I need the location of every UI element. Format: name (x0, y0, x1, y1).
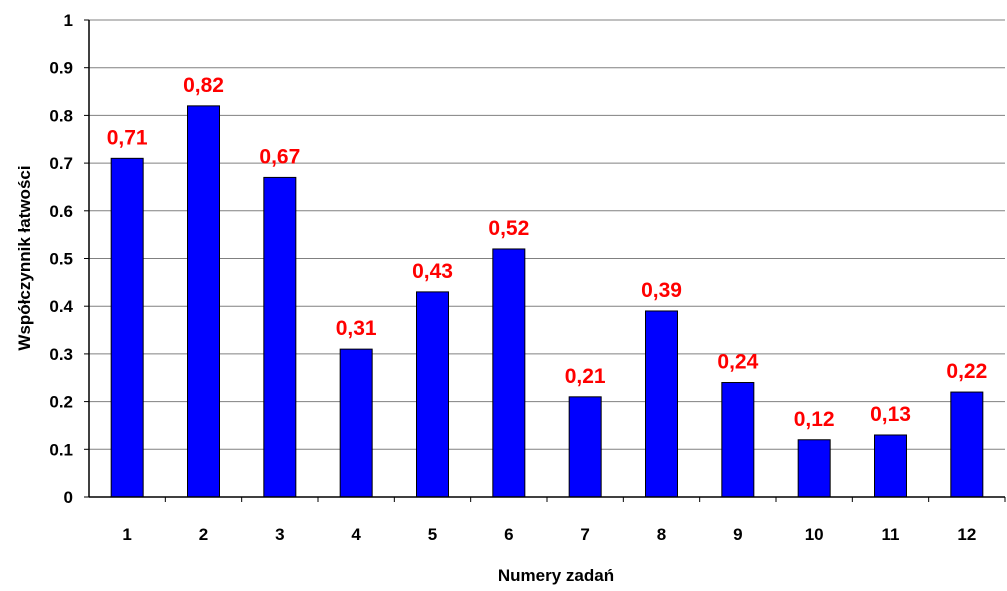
x-tick-label: 4 (351, 525, 361, 544)
x-tick-label: 11 (882, 525, 900, 544)
bar-7 (568, 396, 602, 498)
x-tick-label: 8 (657, 525, 666, 544)
x-axis-title: Numery zadań (498, 566, 614, 585)
data-label-2: 0,82 (183, 74, 224, 97)
x-tick-label: 9 (733, 525, 742, 544)
bars (110, 105, 984, 498)
data-labels: 0,71 0,82 0,67 0,31 0,43 0,52 0,21 0,39 0,24 0,12… (107, 74, 988, 431)
bar-8 (645, 310, 678, 498)
y-tick-label: 0.4 (49, 297, 73, 316)
bar-4 (339, 348, 373, 498)
x-tick-label: 10 (805, 525, 824, 544)
bar-9 (721, 382, 755, 498)
data-label-11: 0,13 (870, 403, 911, 426)
x-axis-ticks: 1 2 3 4 5 6 7 8 9 10 11 12 (122, 497, 1006, 544)
y-tick-label: 0.3 (49, 345, 73, 364)
data-label-1: 0,71 (107, 126, 148, 149)
x-tick-label: 6 (504, 525, 513, 544)
bar-5 (416, 291, 449, 498)
y-tick-label: 0.8 (49, 106, 73, 125)
data-label-8: 0,39 (641, 279, 682, 302)
y-tick-label: 0 (64, 488, 73, 507)
x-tick-label: 7 (580, 525, 589, 544)
bar-3 (263, 176, 297, 498)
y-axis-title: Współczynnik łatwości (15, 165, 34, 350)
data-label-6: 0,52 (488, 217, 529, 240)
data-label-3: 0,67 (259, 145, 300, 168)
y-tick-label: 0.1 (49, 440, 73, 459)
x-tick-label: 5 (428, 525, 437, 544)
data-label-4: 0,31 (336, 317, 377, 340)
x-tick-label: 12 (957, 525, 976, 544)
x-tick-label: 3 (275, 525, 284, 544)
bar-6 (492, 248, 526, 498)
data-label-5: 0,43 (412, 260, 453, 283)
data-label-10: 0,12 (794, 408, 835, 431)
bar-11 (874, 434, 907, 498)
x-tick-label: 1 (122, 525, 131, 544)
y-axis-ticks: 0 0.1 0.2 0.3 0.4 0.5 0.6 0.7 0.8 0.9 1 (49, 11, 89, 507)
y-tick-label: 0.2 (49, 393, 73, 412)
bar-2 (187, 105, 220, 498)
gridlines (89, 19, 1005, 450)
y-tick-label: 0.6 (49, 202, 73, 221)
data-label-9: 0,24 (717, 351, 758, 374)
y-tick-label: 0.5 (49, 250, 73, 269)
y-tick-label: 0.7 (49, 154, 73, 173)
y-tick-label: 0.9 (49, 59, 73, 78)
bar-10 (797, 439, 831, 498)
y-tick-label: 1 (64, 11, 73, 30)
x-tick-label: 2 (199, 525, 208, 544)
bar-12 (950, 391, 984, 498)
data-label-7: 0,21 (565, 365, 606, 388)
data-label-12: 0,22 (946, 360, 987, 383)
bar-1 (110, 157, 144, 498)
